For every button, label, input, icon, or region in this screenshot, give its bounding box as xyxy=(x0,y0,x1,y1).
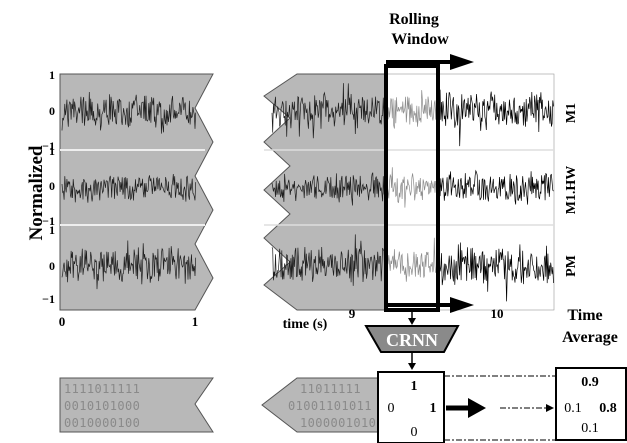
dash-arrow-head xyxy=(546,404,554,412)
window-arrow-bottom-head xyxy=(450,297,474,313)
title-line1: Rolling xyxy=(389,11,439,28)
xtick-0: 0 xyxy=(59,314,66,329)
arrow-to-output-head xyxy=(408,363,416,370)
crnn-label: CRNN xyxy=(386,330,438,350)
crnn-block xyxy=(364,325,460,353)
time-average-line2: Average xyxy=(562,329,618,346)
averaged-output-box xyxy=(555,367,627,441)
trace-left-ch3 xyxy=(61,240,197,290)
bits-right-row3: 1000001010 xyxy=(300,416,376,430)
trace-left-ch1 xyxy=(61,91,197,134)
avg-right: 0.8 xyxy=(599,401,617,416)
ytick-ch2-bot: −1 xyxy=(42,214,55,228)
trace-future-ch3 xyxy=(437,242,554,302)
avg-left: 0.1 xyxy=(564,401,582,416)
output-box xyxy=(377,371,445,443)
y-ticks: 1 0 −1 1 0 −1 1 0 −1 xyxy=(42,68,55,306)
y-axis-label: Normalized xyxy=(26,145,47,240)
bits-left-row2: 0010101000 xyxy=(64,399,140,413)
channel-label-m1hw: M1.HW xyxy=(564,166,579,215)
ytick-ch2-top: 1 xyxy=(49,144,55,158)
ytick-ch1-mid: 0 xyxy=(49,104,55,118)
bits-left-row3: 0010000100 xyxy=(64,416,140,430)
time-average-line1: Time xyxy=(567,307,602,324)
bits-right-row1: 11011111 xyxy=(300,382,361,396)
ytick-ch2-mid: 0 xyxy=(49,179,55,193)
channel-label-pm: PM xyxy=(564,255,579,277)
window-arrow-top-head xyxy=(450,54,474,70)
big-arrow-head xyxy=(468,398,486,418)
ytick-ch3-top: 1 xyxy=(49,223,55,237)
ytick-ch1-bot: −1 xyxy=(42,139,55,153)
trace-future-ch1 xyxy=(437,89,554,147)
eeg-traces xyxy=(61,83,554,302)
output-right: 1 xyxy=(430,401,437,416)
avg-top: 0.9 xyxy=(581,375,599,390)
trace-left-ch2 xyxy=(61,173,197,203)
output-top: 1 xyxy=(411,379,418,394)
xtick-9: 9 xyxy=(349,306,356,321)
ytick-ch3-mid: 0 xyxy=(49,259,55,273)
ytick-ch1-top: 1 xyxy=(49,68,55,82)
avg-bottom: 0.1 xyxy=(581,421,599,436)
ytick-ch3-bot: −1 xyxy=(42,292,55,306)
arrow-to-crnn-head xyxy=(408,318,416,325)
trace-right-ch2 xyxy=(271,172,386,206)
xtick-10: 10 xyxy=(491,306,504,321)
left-bit-panel xyxy=(59,377,214,433)
bits-left-row1: 1111011111 xyxy=(64,382,140,396)
output-left: 0 xyxy=(388,401,395,416)
title-line2: Window xyxy=(391,31,449,48)
trace-right-ch3 xyxy=(271,234,386,286)
channel-label-m1: M1 xyxy=(564,103,579,123)
trace-window-ch3 xyxy=(385,237,439,293)
output-bottom: 0 xyxy=(411,425,418,440)
x-axis-label: time (s) xyxy=(283,317,328,332)
xtick-1: 1 xyxy=(192,314,199,329)
trace-window-ch2 xyxy=(385,167,439,208)
trace-right-ch1 xyxy=(271,83,386,143)
bits-right-row2: 01001101011 xyxy=(288,399,372,413)
trace-window-ch1 xyxy=(385,90,439,129)
right-bit-panel xyxy=(261,377,379,433)
trace-future-ch2 xyxy=(437,169,554,205)
